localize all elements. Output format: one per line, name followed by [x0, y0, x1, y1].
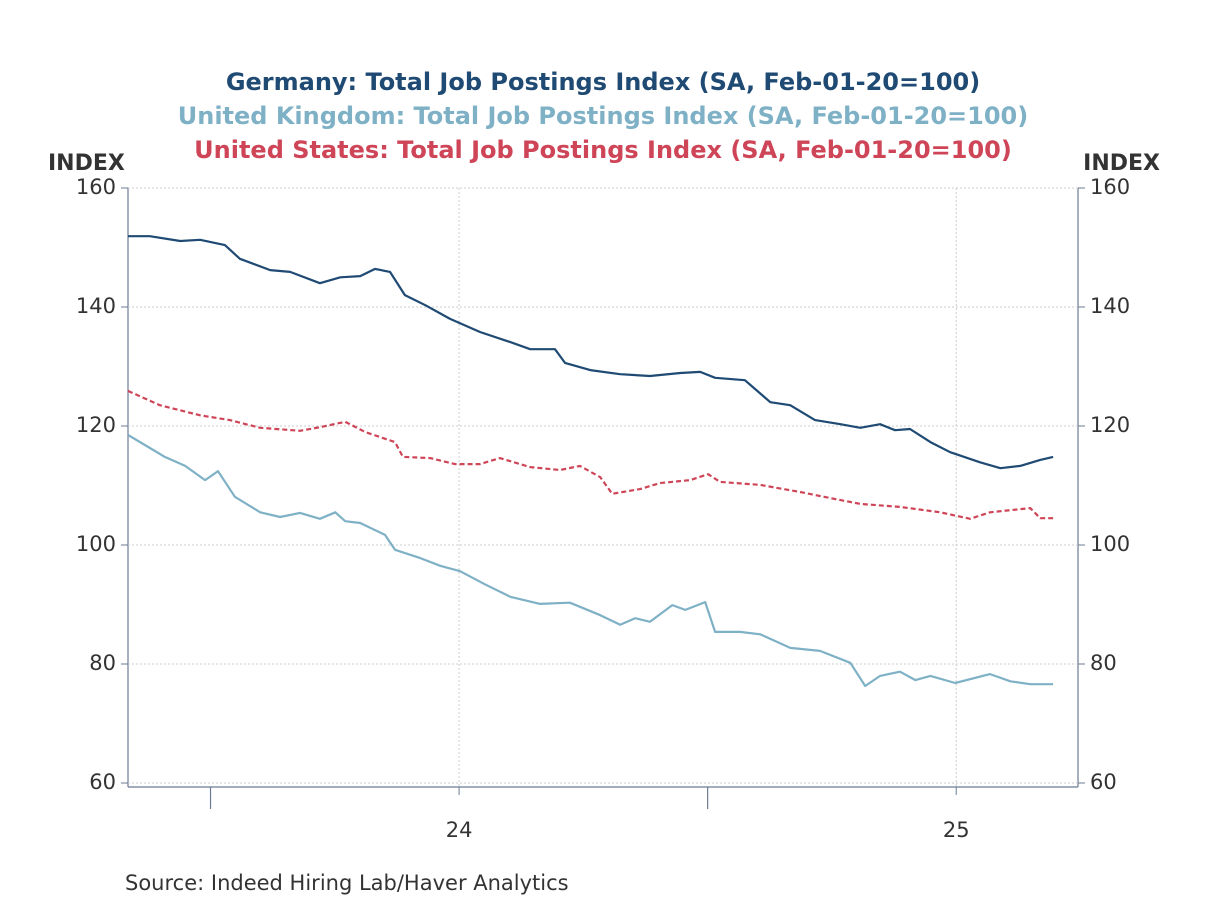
series-line — [128, 235, 1054, 470]
y-tick-label: 140 — [76, 294, 116, 318]
y-tick-label: 60 — [89, 770, 116, 794]
series-line — [127, 389, 1054, 520]
chart-title: Germany: Total Job Postings Index (SA, F… — [226, 68, 980, 96]
source-note: Source: Indeed Hiring Lab/Haver Analytic… — [125, 871, 569, 895]
y2-tick-label: 80 — [1090, 651, 1117, 675]
series-line — [127, 433, 1054, 688]
y-tick-label: 100 — [76, 532, 116, 556]
y2-tick-label: 140 — [1090, 294, 1130, 318]
x-tick-label: 24 — [446, 818, 473, 842]
y2-tick-label: 60 — [1090, 770, 1117, 794]
y-tick-label: 120 — [76, 413, 116, 437]
chart-title: United Kingdom: Total Job Postings Index… — [178, 102, 1028, 130]
y2-tick-label: 120 — [1090, 413, 1130, 437]
chart-title: United States: Total Job Postings Index … — [194, 136, 1012, 164]
y-tick-label: 80 — [89, 651, 116, 675]
y-axis-label: INDEX — [48, 151, 125, 176]
x-tick-label: 25 — [943, 818, 970, 842]
y2-tick-label: 100 — [1090, 532, 1130, 556]
y2-axis-label: INDEX — [1083, 151, 1160, 176]
y-tick-label: 160 — [76, 175, 116, 199]
y2-tick-label: 160 — [1090, 175, 1130, 199]
